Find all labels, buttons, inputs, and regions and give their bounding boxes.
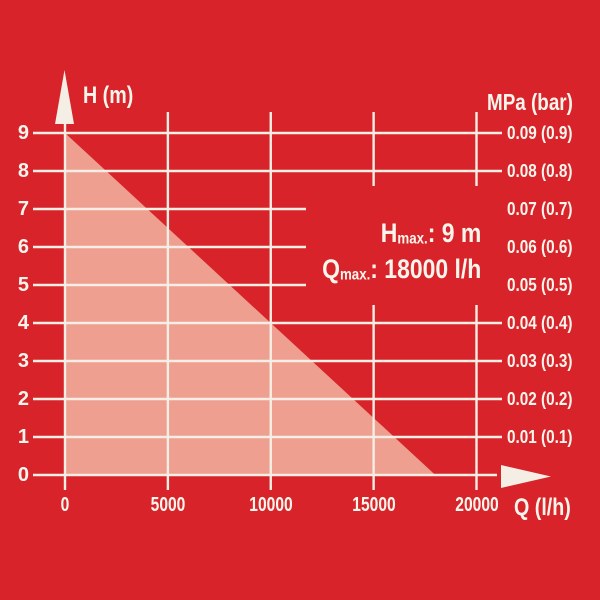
y-axis-arrow-icon — [55, 70, 74, 124]
q-max-value: : 18000 l/h — [370, 254, 481, 285]
x-tick-label: 5000 — [150, 494, 186, 516]
x-tick-label: 0 — [60, 494, 70, 516]
x-axis-arrow-icon — [501, 465, 551, 488]
mpa-tick-label: 0.05 (0.5) — [507, 275, 573, 295]
x-axis-title: Q (l/h) — [514, 494, 571, 521]
y-axis-title: H (m) — [83, 82, 134, 109]
h-max-spec: Hmax.: 9 m — [322, 218, 481, 254]
y-tick-label: 4 — [17, 312, 29, 334]
y-tick-label: 6 — [17, 236, 29, 258]
q-max-spec: Qmax.: 18000 l/h — [322, 254, 481, 290]
x-tick-label: 10000 — [249, 494, 293, 516]
h-max-subscript: max. — [397, 230, 428, 248]
y-tick-label: 1 — [17, 426, 29, 448]
max-specs-annotation: Hmax.: 9 m Qmax.: 18000 l/h — [322, 218, 481, 291]
mpa-tick-label: 0.01 (0.1) — [507, 427, 573, 447]
y-tick-label: 7 — [17, 198, 29, 220]
h-max-symbol: H — [380, 218, 398, 248]
mpa-tick-label: 0.06 (0.6) — [507, 237, 573, 257]
q-max-subscript: max. — [339, 266, 371, 284]
right-axis-title: MPa (bar) — [487, 89, 573, 115]
annotation-backdrop — [306, 186, 504, 305]
mpa-tick-label: 0.04 (0.4) — [507, 313, 573, 333]
series-area-pump-operating-range — [65, 133, 436, 475]
x-tick-label: 20000 — [454, 494, 499, 516]
y-tick-label: 5 — [17, 274, 29, 296]
mpa-tick-label: 0.03 (0.3) — [507, 351, 573, 371]
mpa-tick-label: 0.02 (0.2) — [507, 389, 573, 409]
q-max-symbol: Q — [321, 254, 340, 285]
y-tick-label: 0 — [17, 464, 29, 486]
y-tick-label: 2 — [17, 388, 29, 410]
mpa-tick-label: 0.09 (0.9) — [507, 123, 573, 143]
y-tick-label: 8 — [17, 160, 29, 182]
y-tick-label: 3 — [17, 350, 29, 372]
y-tick-label: 9 — [17, 122, 29, 144]
h-max-value: : 9 m — [427, 218, 481, 248]
mpa-tick-label: 0.07 (0.7) — [507, 199, 573, 219]
x-tick-label: 15000 — [351, 494, 396, 516]
mpa-tick-label: 0.08 (0.8) — [507, 161, 573, 181]
